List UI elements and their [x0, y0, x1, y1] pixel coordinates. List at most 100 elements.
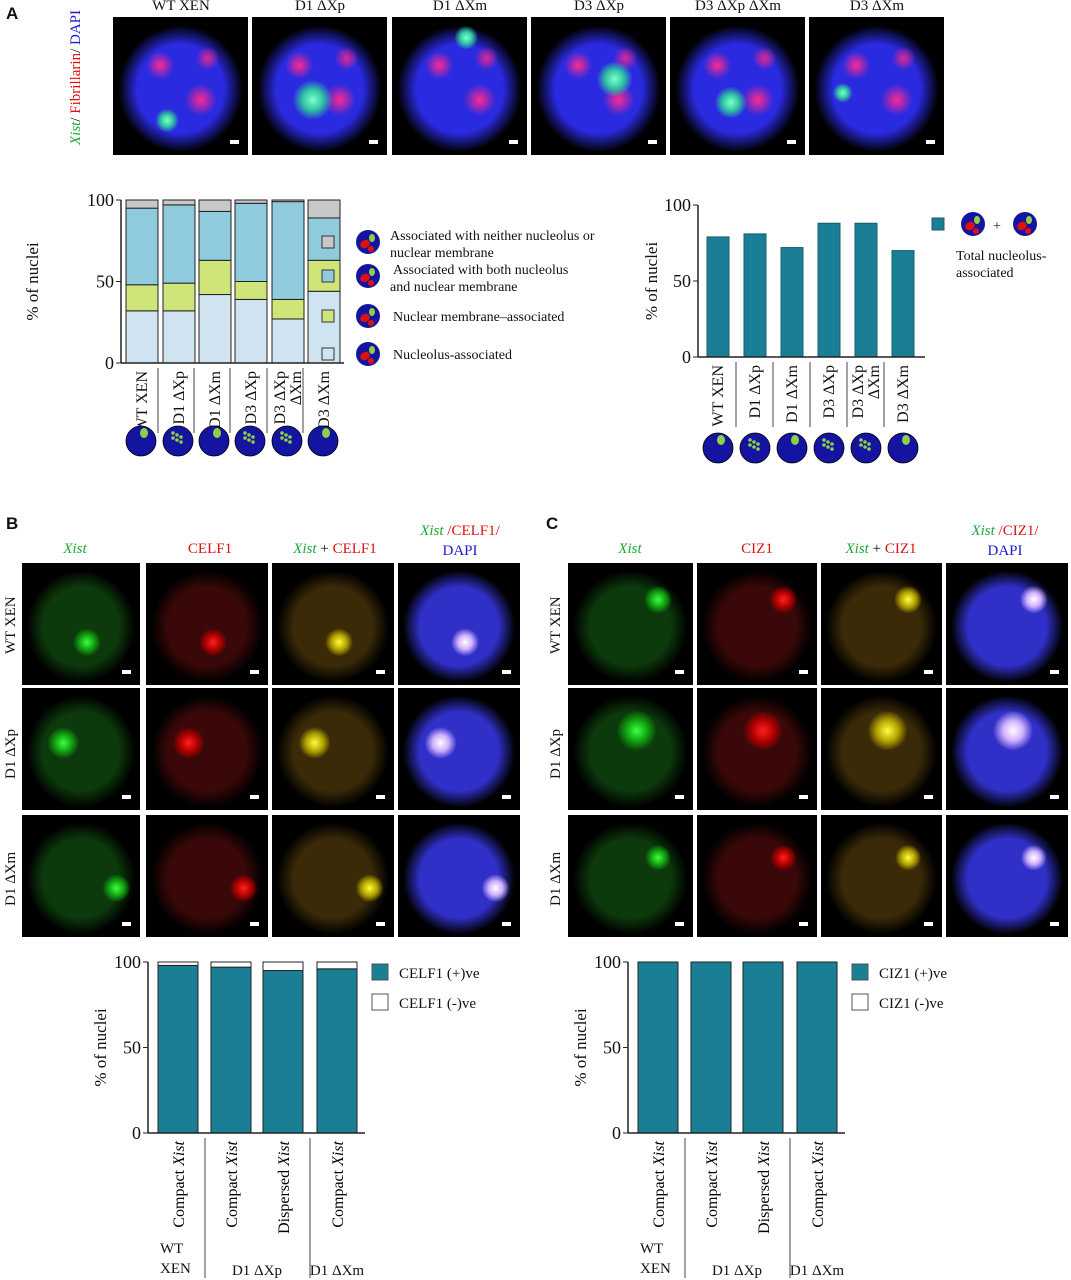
bar-segment	[637, 961, 679, 1134]
xist-dispersed-icon	[175, 433, 179, 437]
y-tick-label: 0	[105, 353, 114, 373]
x-tick-label-italic: Xist	[810, 1140, 827, 1166]
row-label: D1 ΔXp	[548, 728, 564, 779]
bar-segment	[162, 310, 196, 364]
xist-dispersed-icon	[748, 443, 752, 447]
group-label: WT	[640, 1241, 663, 1257]
x-tick-label-italic: Xist	[651, 1140, 668, 1166]
xist-dispersed-icon	[822, 443, 826, 447]
bar-segment	[162, 199, 196, 206]
nucleolus-icon	[368, 246, 374, 252]
legend-label: Associated with both nucleolus	[393, 263, 568, 278]
xist-icon	[369, 234, 375, 242]
nucleolus-icon	[973, 228, 979, 234]
bar	[780, 247, 804, 358]
group-label: D1 ΔXm	[310, 1263, 365, 1279]
nucleolus-icon	[360, 239, 370, 249]
col-title-celf1: CELF1	[187, 541, 233, 557]
micrograph-m	[272, 815, 394, 937]
micrograph-d	[398, 563, 520, 685]
group-label: XEN	[160, 1261, 191, 1277]
micrograph-r	[697, 688, 817, 810]
legend-label: CELF1 (+)ve	[399, 966, 480, 982]
bar	[817, 222, 841, 358]
scale-bar	[648, 140, 657, 144]
t: Xist	[971, 523, 995, 539]
xist-dispersed-icon	[752, 440, 756, 444]
legend-label: nuclear membrane	[390, 246, 494, 261]
micrograph-m	[272, 688, 394, 810]
scale-bar	[787, 140, 796, 144]
xist-dispersed-icon	[863, 445, 867, 449]
xist-dispersed-icon	[859, 443, 863, 447]
xist-dispersed-icon	[171, 431, 175, 435]
x-tick-label: Dispersed Xist	[756, 1140, 773, 1233]
xist-dispersed-icon	[243, 436, 247, 440]
bar-segment	[157, 961, 199, 966]
panel-label-a: A	[6, 4, 19, 23]
micrograph-g	[22, 815, 140, 937]
scale-bar	[122, 795, 131, 799]
x-tick-label-italic: Xist	[330, 1140, 347, 1166]
micrograph-d	[946, 563, 1068, 685]
scale-bar	[924, 795, 933, 799]
x-tick-label: WT XEN	[134, 371, 151, 433]
micrograph-g	[568, 563, 693, 685]
xist-dispersed-icon	[288, 440, 292, 444]
bar-segment	[271, 318, 305, 364]
scale-bar	[924, 922, 933, 926]
group-label: WT	[160, 1241, 183, 1257]
y-axis-label: % of nuclei	[91, 1008, 110, 1087]
group-label: D1 ΔXp	[712, 1263, 762, 1279]
nucleolus-icon	[368, 358, 374, 364]
legend-label: Nuclear membrane–associated	[393, 310, 564, 325]
chart-ciz1: 0 50 100 % of nuclei Compact Xist Compact Xis…	[571, 952, 947, 1279]
xist-compact-icon	[322, 428, 330, 438]
x-tick-label: D1 ΔXm	[207, 370, 224, 428]
nucleolus-icon	[1025, 228, 1031, 234]
bar-segment	[234, 298, 268, 364]
xist-dispersed-icon	[756, 447, 760, 451]
bar-segment	[125, 310, 159, 364]
xist-dispersed-icon	[179, 440, 183, 444]
micrograph-column-title: D3 ΔXm	[849, 0, 905, 14]
scale-bar	[675, 670, 684, 674]
bar-segment	[742, 961, 784, 1134]
x-tick-label-italic: Xist	[756, 1140, 773, 1166]
col-title-merge: Xist + CELF1	[270, 541, 400, 558]
x-tick-label: Compact Xist	[224, 1140, 241, 1227]
x-tick-label: ΔXm	[288, 370, 305, 405]
x-tick-label: D3 ΔXp	[243, 371, 260, 424]
xist-icon	[369, 308, 375, 316]
nucleolus-icon	[368, 320, 374, 326]
scale-bar	[502, 670, 511, 674]
xist-dispersed-icon	[171, 436, 175, 440]
legend-swatch	[931, 217, 945, 231]
bar-segment	[162, 282, 196, 312]
x-tick-label: D3 ΔXm	[895, 364, 912, 422]
legend-label: CIZ1 (+)ve	[879, 966, 947, 982]
micrograph-d	[398, 688, 520, 810]
xist-dispersed-icon	[247, 438, 251, 442]
bar-segment	[234, 199, 268, 204]
sep: /	[68, 113, 84, 122]
bar	[854, 222, 878, 358]
x-tick-label-italic: Xist	[704, 1140, 721, 1166]
x-tick-label: Compact Xist	[704, 1140, 721, 1227]
t: CELF1/	[451, 523, 500, 539]
micrograph-xist-fibrillarin	[809, 17, 944, 155]
legend-label: CELF1 (-)ve	[399, 996, 476, 1012]
legend-plus: +	[993, 219, 1001, 234]
scale-bar	[376, 670, 385, 674]
t: CIZ1	[884, 541, 917, 557]
micrograph-column-title: D3 ΔXp	[573, 0, 625, 14]
scale-bar	[509, 140, 518, 144]
y-tick-label: 100	[114, 952, 141, 972]
nucleus-icon	[125, 425, 157, 457]
x-tick-label: D1 ΔXp	[171, 371, 188, 424]
xist-dispersed-icon	[280, 436, 284, 440]
group-label: XEN	[640, 1261, 671, 1277]
legend-swatch	[851, 993, 869, 1011]
micrograph-column-title: D3 ΔXp ΔXm	[695, 0, 781, 14]
micrograph-r	[697, 563, 817, 685]
